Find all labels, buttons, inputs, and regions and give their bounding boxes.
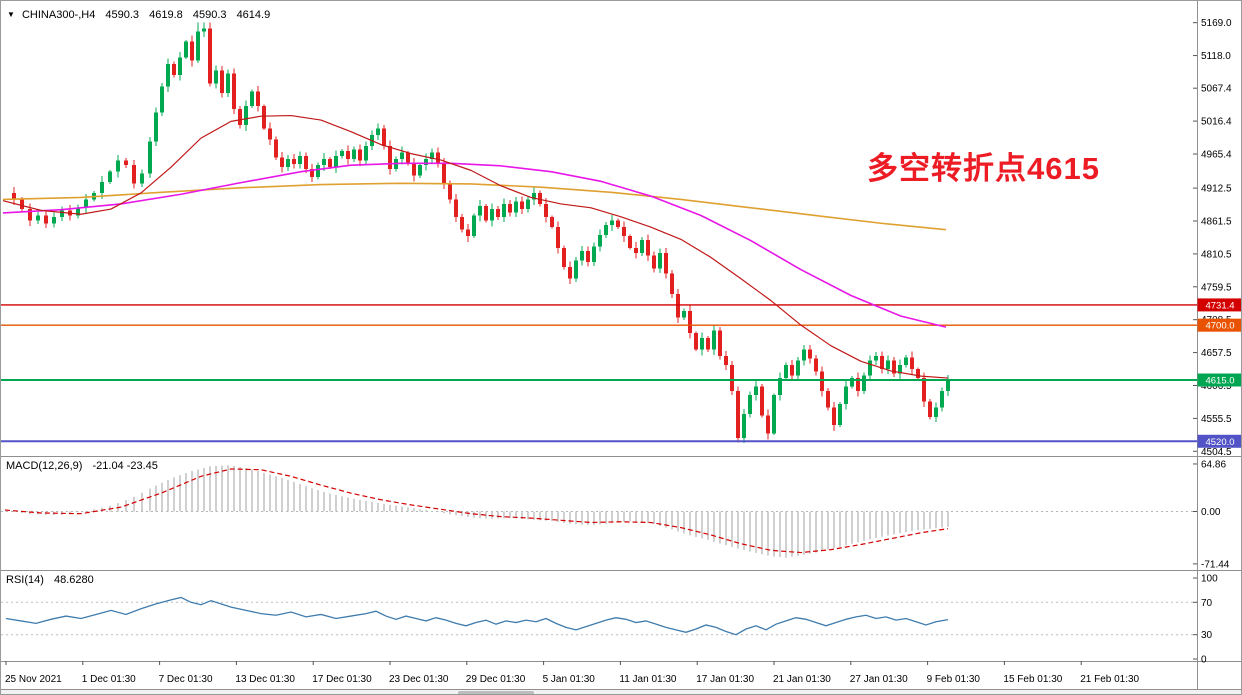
- rsi-header-label: RSI(14): [6, 574, 44, 586]
- separator-bottom: [1, 689, 1241, 690]
- rsi-header: RSI(14) 48.6280: [6, 574, 101, 586]
- h-scrollbar[interactable]: [1, 690, 1241, 694]
- separator-rsi-timeaxis: [1, 661, 1241, 662]
- ohlc-close: 4614.9: [236, 9, 271, 21]
- symbol-timeframe-label: CHINA300-,H4: [21, 9, 96, 21]
- rsi-header-value: 48.6280: [53, 574, 94, 586]
- ohlc-low: 4590.3: [192, 9, 227, 21]
- time-axis[interactable]: [1, 662, 1197, 689]
- price-chart-panel[interactable]: [1, 1, 1197, 456]
- h-scrollbar-thumb[interactable]: [458, 691, 534, 694]
- macd-panel[interactable]: [1, 457, 1197, 570]
- annotation-text: 多空转折点4615: [867, 151, 1100, 186]
- macd-header-values: -21.04 -23.45: [92, 460, 158, 472]
- ohlc-open: 4590.3: [105, 9, 140, 21]
- symbol-dropdown-icon[interactable]: ▼: [7, 10, 15, 19]
- separator-macd-rsi[interactable]: [1, 570, 1241, 571]
- chart-symbol-ohlc: ▼ CHINA300-,H4 4590.3 4619.8 4590.3 4614…: [7, 9, 277, 21]
- ohlc-high: 4619.8: [149, 9, 183, 21]
- macd-header-label: MACD(12,26,9): [6, 460, 83, 472]
- macd-header: MACD(12,26,9) -21.04 -23.45: [6, 460, 165, 472]
- rsi-panel[interactable]: [1, 571, 1197, 661]
- separator-main-macd[interactable]: [1, 456, 1241, 457]
- price-axis[interactable]: [1198, 1, 1241, 689]
- separator-price-axis: [1197, 1, 1198, 689]
